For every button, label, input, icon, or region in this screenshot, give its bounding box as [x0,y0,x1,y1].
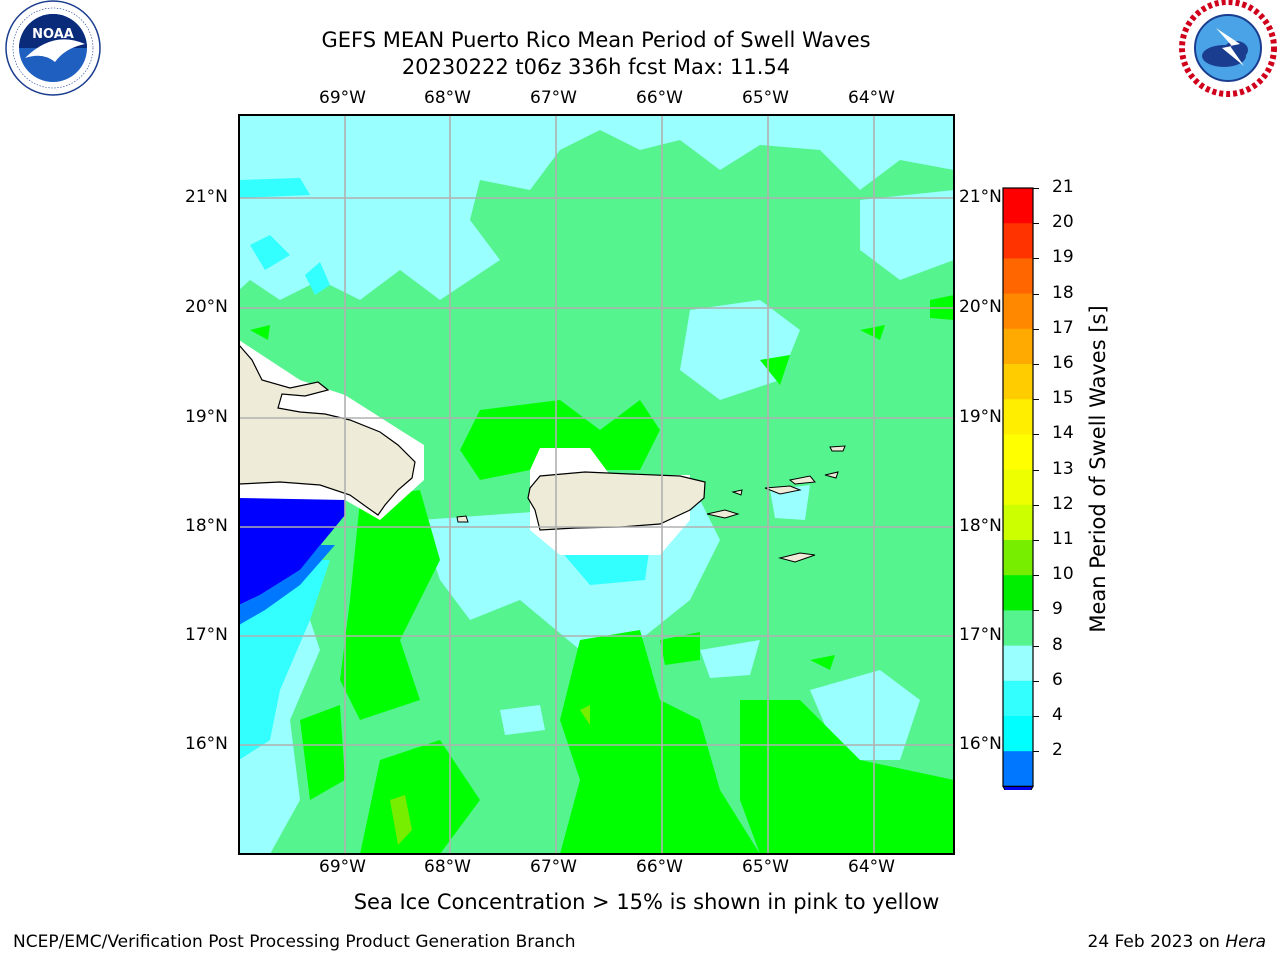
colorbar-tick-label: 6 [1052,669,1063,690]
field-10s-se [740,700,954,854]
lat-label-right: 18°N [959,516,1002,536]
colorbar-segment [1003,645,1033,682]
lat-label-right: 19°N [959,407,1002,427]
lat-label-left: 21°N [185,187,228,207]
chart-subtitle: 20230222 t06z 336h fcst Max: 11.54 [401,55,791,79]
lon-label-bottom: 67°W [530,857,577,877]
colorbar-tick-label: 9 [1052,599,1063,620]
lat-label-right: 17°N [959,625,1002,645]
colorbar-tick-label: 16 [1052,353,1074,373]
colorbar-tick-label: 13 [1052,458,1074,479]
puerto-rico-land [527,471,706,531]
colorbar-tick-label: 14 [1052,423,1074,444]
colorbar-segment [1003,610,1033,647]
colorbar-segment [1003,364,1033,400]
field-10s-central [460,400,660,480]
noaa-logo-icon: NOAA [5,0,101,96]
colorbar-segment [1003,188,1033,224]
lon-label-bottom: 64°W [848,857,895,877]
colorbar-segment [1003,680,1033,717]
colorbar-segment [1003,575,1033,611]
colorbar-tick-mark [1033,223,1039,225]
lat-label-right: 16°N [959,734,1002,754]
colorbar-tick-mark [1033,575,1039,577]
lat-label-right: 20°N [959,297,1002,317]
colorbar-tick-label: 10 [1052,564,1074,585]
colorbar-tick-label: 21 [1052,177,1074,197]
colorbar-segment [1003,751,1033,787]
footer-left: NCEP/EMC/Verification Post Processing Pr… [13,932,576,952]
colorbar-segment [1003,434,1033,471]
colorbar-segment [1003,258,1033,295]
colorbar-tick-label: 12 [1052,493,1074,514]
lon-label-bottom: 66°W [636,857,683,877]
colorbar-tick-label: 18 [1052,282,1074,303]
field-8s-patch [680,300,800,400]
lat-label-left: 19°N [185,407,228,427]
colorbar-segment [1003,223,1033,259]
colorbar-tick-mark [1033,716,1039,717]
field-8s-north [239,115,954,300]
footer-right: 24 Feb 2023 on Hera [1088,932,1266,952]
colorbar-tick-label: 11 [1052,529,1074,549]
colorbar-tick-mark [1033,364,1039,365]
colorbar-tick-label: 2 [1052,740,1063,761]
chart-title: GEFS MEAN Puerto Rico Mean Period of Swe… [321,28,871,52]
sea-ice-note: Sea Ice Concentration > 15% is shown in … [353,890,940,914]
colorbar-tick-mark [1033,258,1039,260]
colorbar-tick-mark [1033,434,1039,436]
lon-label-bottom: 69°W [319,857,366,877]
lon-label-top: 66°W [636,88,683,108]
colorbar-tick-mark [1033,328,1039,330]
colorbar [1002,187,1034,790]
colorbar-tick-mark [1033,399,1039,401]
colorbar-tick-label: 17 [1052,317,1074,338]
lon-label-top: 64°W [848,88,895,108]
colorbar-segment [1003,540,1033,576]
lon-label-top: 69°W [319,88,366,108]
svg-text:NOAA: NOAA [32,27,74,42]
lon-label-top: 65°W [742,88,789,108]
gridlines [239,115,954,854]
colorbar-tick-mark [1033,188,1039,189]
colorbar-tick-mark [1033,680,1039,682]
lat-label-left: 16°N [185,734,228,754]
lat-label-left: 20°N [185,297,228,317]
colorbar-tick-mark [1033,751,1039,753]
footer-date: 24 Feb 2023 on [1087,932,1226,952]
lon-label-top: 68°W [424,88,471,108]
lon-label-bottom: 68°W [424,857,471,877]
colorbar-tick-label: 15 [1052,388,1074,409]
lon-label-top: 67°W [530,88,577,108]
map-frame [238,114,955,855]
lat-label-left: 17°N [185,625,228,645]
field-8s-ne [860,190,954,280]
colorbar-segment [1003,399,1033,435]
footer-host: Hera [1225,932,1266,952]
colorbar-tick-label: 8 [1052,634,1063,655]
lon-label-bottom: 65°W [742,857,789,877]
lat-label-right: 21°N [959,187,1002,207]
colorbar-label: Mean Period of Swell Waves [s] [1086,305,1110,633]
colorbar-tick-mark [1033,469,1039,471]
colorbar-tick-label: 20 [1052,212,1074,233]
colorbar-segment [1003,716,1033,752]
nws-logo-icon [1179,0,1277,97]
colorbar-tick-label: 19 [1052,247,1074,268]
colorbar-segment [1003,469,1033,506]
field-2s-region [239,498,345,605]
colorbar-tick-mark [1033,293,1039,295]
colorbar-tick-mark [1033,540,1039,541]
hispaniola-land [239,344,416,516]
lat-label-left: 18°N [185,516,228,536]
colorbar-segment [1003,293,1033,330]
colorbar-frame [1002,187,1034,788]
colorbar-tick-label: 4 [1052,705,1063,725]
colorbar-segment [1003,328,1033,365]
colorbar-tick-mark [1033,504,1039,506]
colorbar-tick-mark [1033,645,1039,647]
colorbar-tick-mark [1033,610,1039,612]
colorbar-segment [1003,504,1033,541]
